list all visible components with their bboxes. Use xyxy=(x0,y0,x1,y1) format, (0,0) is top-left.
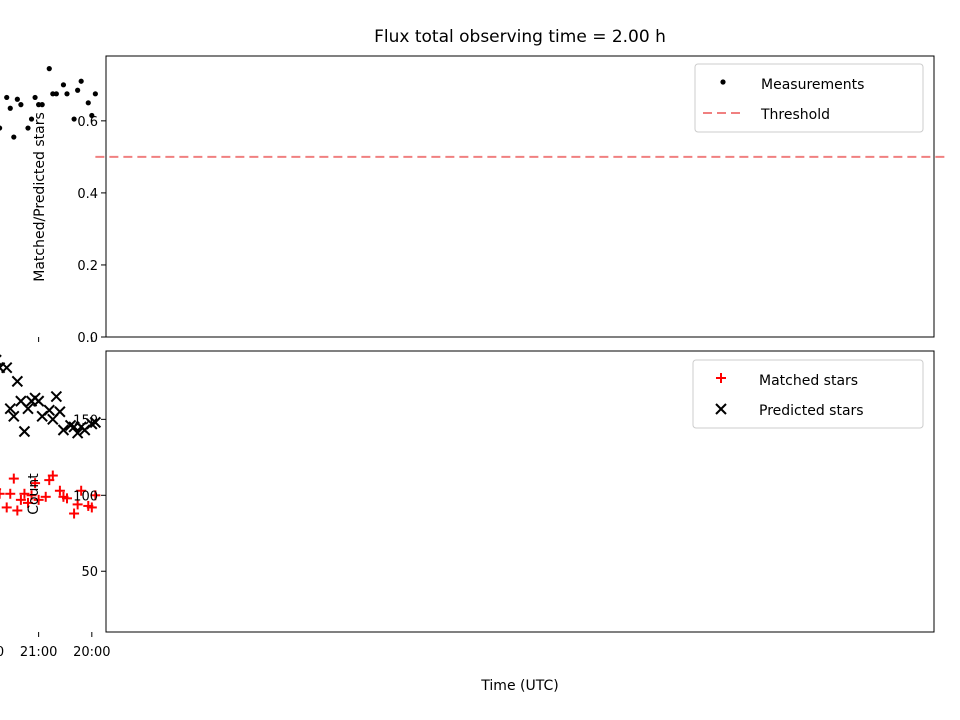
top-legend: Measurements Threshold xyxy=(694,63,924,133)
measurement-point xyxy=(60,82,67,88)
matched-star-point xyxy=(58,491,69,502)
measurement-point xyxy=(11,134,17,140)
y-tick-label: 0.2 xyxy=(77,259,98,274)
matched-star-point xyxy=(40,491,51,502)
measurement-point xyxy=(46,66,52,72)
bottom-axes-frame xyxy=(105,350,935,633)
predicted-star-point xyxy=(47,413,59,426)
chart-title: Flux total observing time = 2.00 h xyxy=(374,27,666,47)
y-tick-label: 0.6 xyxy=(77,115,98,130)
predicted-star-point xyxy=(64,419,77,432)
bottom-y-ticks: 50 100 150 xyxy=(73,413,106,580)
matched-star-point xyxy=(22,497,33,508)
measurement-point xyxy=(75,87,81,93)
predicted-star-point xyxy=(25,395,38,407)
bottom-x-ticks: 20:0021:0022:0023:0000:0001:0002:0003:00… xyxy=(0,632,111,660)
predicted-star-point xyxy=(8,410,20,423)
top-y-ticks: 0.0 0.2 0.4 0.6 xyxy=(77,115,106,346)
matched-star-point xyxy=(33,494,44,505)
measurement-point xyxy=(36,102,42,108)
measurement-point xyxy=(78,78,84,84)
predicted-star-point xyxy=(57,424,70,436)
y-tick-label: 0.4 xyxy=(77,187,98,202)
measurement-point xyxy=(32,94,38,101)
measurement-points xyxy=(0,66,98,140)
top-legend-box xyxy=(694,63,924,133)
measurement-point xyxy=(50,91,56,97)
predicted-star-point xyxy=(50,390,63,403)
matched-star-point xyxy=(5,488,16,499)
x-axis-label: Time (UTC) xyxy=(480,678,558,694)
measurement-point xyxy=(28,116,35,122)
measurement-point xyxy=(14,96,20,102)
predicted-legend-label: Predicted stars xyxy=(759,403,864,419)
predicted-star-point xyxy=(68,421,80,433)
measurements-legend-label: Measurements xyxy=(761,77,864,93)
matched-star-point xyxy=(30,478,41,489)
measurement-point xyxy=(85,100,91,106)
top-x-ticks xyxy=(38,337,93,342)
matched-star-point xyxy=(72,499,83,510)
matched-star-point xyxy=(26,490,37,501)
measurement-point xyxy=(71,116,77,122)
predicted-star-point xyxy=(36,410,48,423)
matched-star-point xyxy=(83,500,94,511)
y-tick-label: 150 xyxy=(73,413,98,428)
matched-star-point xyxy=(0,488,5,499)
measurement-point xyxy=(92,91,98,97)
measurement-point xyxy=(4,94,10,101)
measurement-point xyxy=(18,102,24,108)
matched-star-point xyxy=(44,475,55,486)
bottom-y-axis-label: Count xyxy=(26,473,42,515)
predicted-star-point xyxy=(15,395,27,407)
matched-star-point xyxy=(76,485,87,496)
predicted-star-point xyxy=(89,416,102,429)
measurements-legend-marker xyxy=(720,79,726,85)
y-tick-label: 0.0 xyxy=(77,331,98,346)
matched-star-point xyxy=(15,494,26,505)
top-y-axis-label: Matched/Predicted stars xyxy=(32,112,48,282)
matched-star-point xyxy=(8,473,19,484)
matched-star-point xyxy=(1,502,12,513)
matched-legend-marker xyxy=(716,373,726,383)
predicted-star-point xyxy=(4,403,16,415)
predicted-star-point xyxy=(18,425,31,438)
measurement-point xyxy=(7,105,13,111)
top-panel: 0.0 0.2 0.4 0.6 Matched/Predicted stars Mea… xyxy=(0,55,949,346)
bottom-legend: Matched stars Predicted stars xyxy=(692,359,924,429)
y-tick-label: 100 xyxy=(73,489,98,504)
matched-star-point xyxy=(69,508,80,519)
measurement-point xyxy=(64,91,70,97)
predicted-star-point xyxy=(0,362,6,374)
matched-star-points xyxy=(0,470,101,519)
x-tick-label: 22:00 xyxy=(0,645,4,660)
bottom-legend-box xyxy=(692,359,924,429)
top-axes-frame xyxy=(105,55,935,338)
measurement-point xyxy=(0,125,3,131)
measurement-point xyxy=(25,125,31,131)
y-tick-label: 50 xyxy=(81,565,98,580)
x-tick-label: 20:00 xyxy=(73,645,110,660)
predicted-star-points xyxy=(0,354,102,439)
matched-star-point xyxy=(54,485,65,496)
threshold-legend-label: Threshold xyxy=(760,107,830,123)
x-tick-label: 21:00 xyxy=(20,645,57,660)
predicted-legend-marker xyxy=(715,403,727,415)
matched-star-point xyxy=(12,505,23,516)
matched-star-point xyxy=(90,490,101,501)
matched-legend-label: Matched stars xyxy=(759,373,858,389)
matched-star-point xyxy=(19,488,30,499)
measurement-point xyxy=(89,112,95,119)
predicted-star-point xyxy=(11,375,24,388)
